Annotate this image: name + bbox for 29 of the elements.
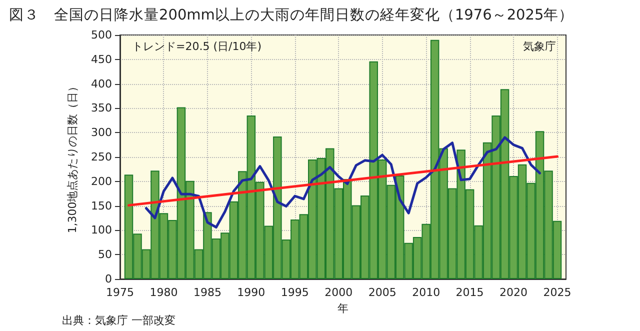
- x-tick-label: 1985: [193, 286, 222, 299]
- y-tick-label: 250: [91, 150, 112, 164]
- y-tick-label: 100: [91, 224, 112, 237]
- y-tick-label: 500: [91, 28, 112, 42]
- annotation: 気象庁: [523, 40, 556, 53]
- x-tick-label: 1990: [237, 286, 266, 299]
- y-tick-label: 0: [105, 272, 112, 286]
- x-tick-label: 1995: [280, 286, 309, 299]
- y-tick-label: 450: [91, 52, 112, 66]
- y-tick-label: 150: [91, 199, 112, 212]
- y-tick-label: 50: [98, 248, 112, 262]
- x-tick-label: 1980: [150, 286, 178, 299]
- x-tick-label: 2025: [543, 286, 572, 299]
- x-tick-label: 1975: [106, 286, 134, 299]
- x-tick-label: 2020: [500, 286, 528, 299]
- y-tick-label: 200: [91, 174, 112, 188]
- x-tick-label: 2010: [412, 286, 440, 299]
- chart-title: 図３ 全国の日降水量200mm以上の大雨の年間日数の経年変化（1976～2025年）: [9, 6, 574, 24]
- x-tick-label: 2005: [368, 286, 396, 299]
- line-series: [144, 136, 542, 229]
- annotation: トレンド=20.5 (日/10年): [132, 40, 262, 53]
- y-tick-label: 300: [91, 126, 112, 140]
- x-axis-title: 年: [338, 302, 348, 315]
- source-note: 出典：気象庁 一部改変: [62, 314, 176, 327]
- x-tick-label: 2015: [456, 286, 484, 299]
- y-tick-label: 350: [91, 102, 112, 115]
- y-tick-label: 400: [91, 77, 112, 90]
- y-axis-title: 1,300地点あたりの日数（日）: [66, 80, 79, 234]
- x-tick-label: 2000: [324, 286, 353, 299]
